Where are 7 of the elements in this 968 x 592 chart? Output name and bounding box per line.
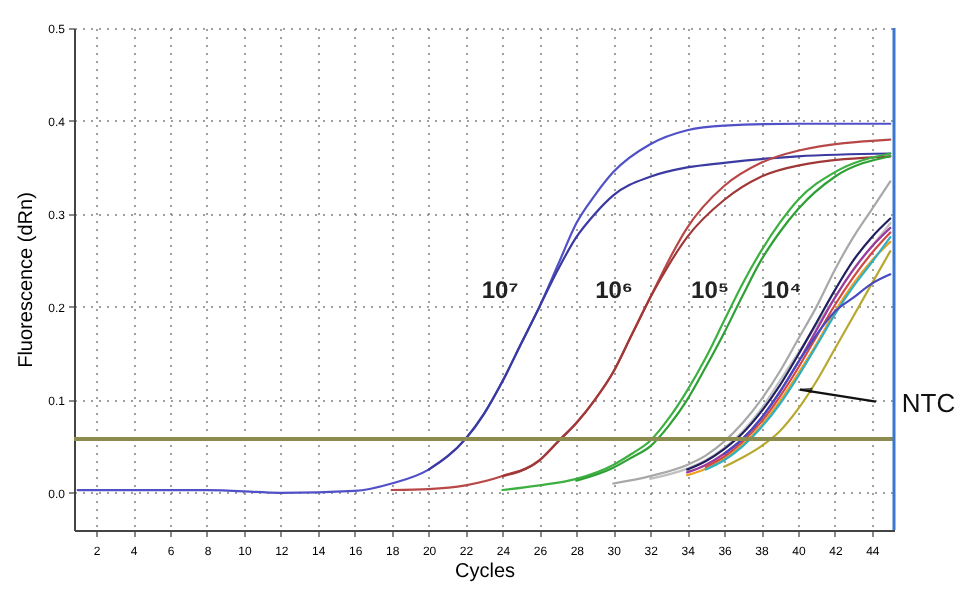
annotation: 10⁵ <box>691 276 729 304</box>
y-axis-title: Fluorescence (dRn) <box>16 192 39 368</box>
x-axis-title: Cycles <box>454 561 516 583</box>
annotation: 10⁶ <box>595 276 633 304</box>
annotation: 10⁷ <box>481 276 519 304</box>
annotation: 10⁴ <box>762 276 802 304</box>
annotation: NTC <box>901 387 956 418</box>
